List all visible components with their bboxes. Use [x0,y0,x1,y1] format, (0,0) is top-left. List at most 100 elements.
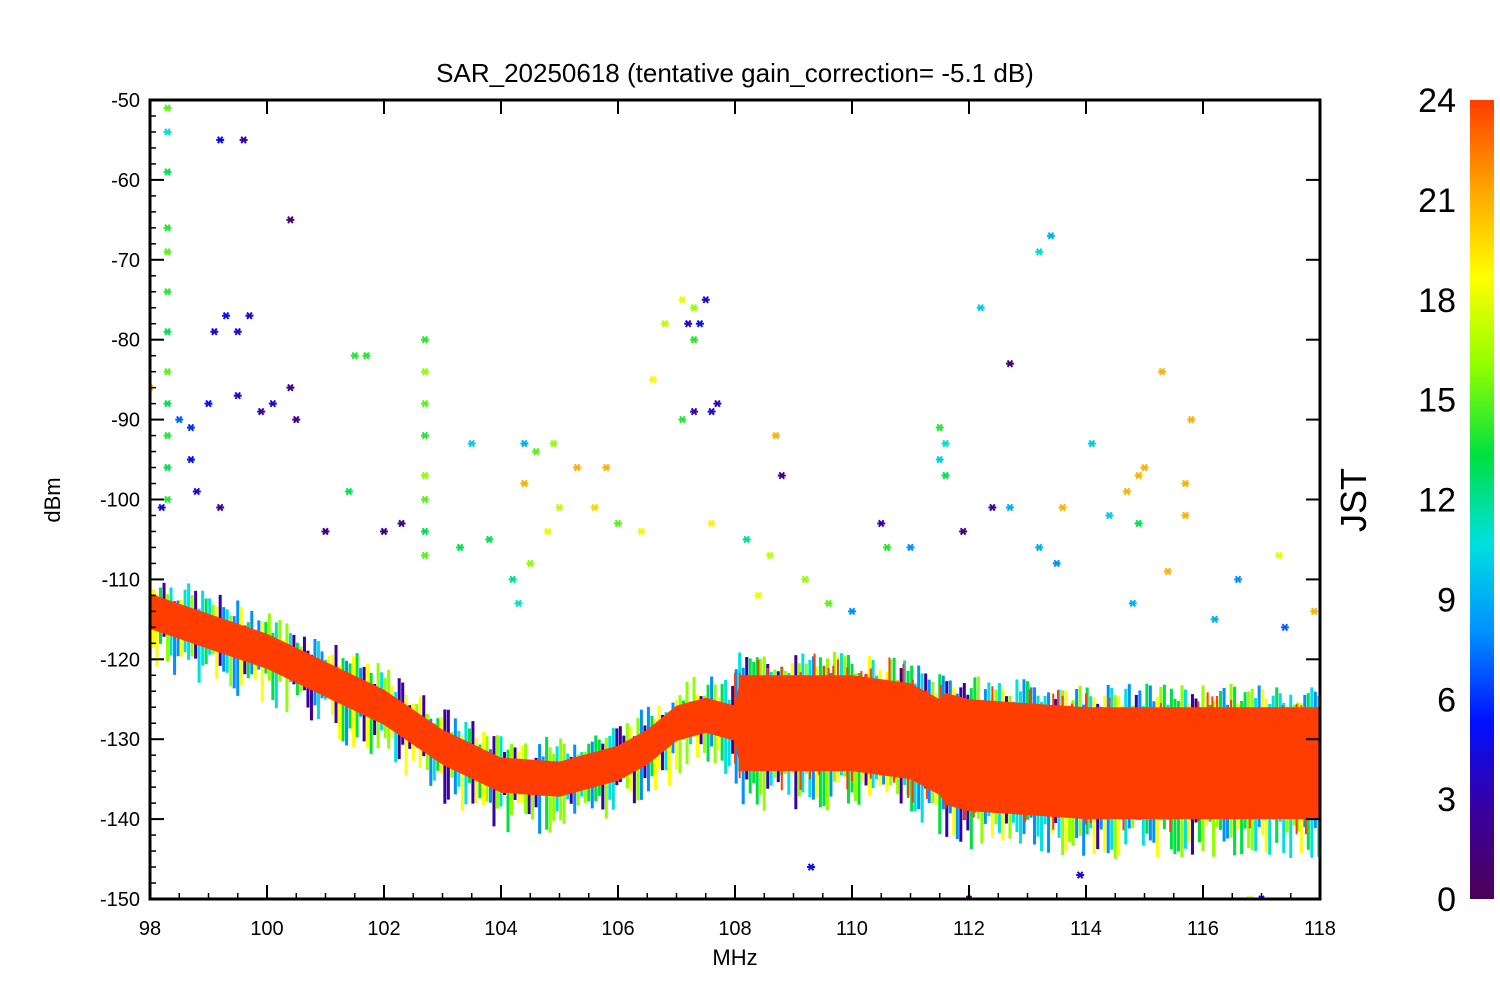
y-axis-label: dBm [40,477,65,522]
scatter-point [210,327,219,336]
scatter-point [163,431,172,440]
y-tick-label: -90 [111,410,140,432]
colorbar-tick-label: 12 [1418,482,1456,520]
colorbar-ticks: 0 3 6 9 12 15 18 21 24 [1418,82,1456,919]
scatter-point [1210,615,1219,624]
x-tick-label: 102 [367,918,400,940]
scatter-point [742,535,751,544]
scatter-point [514,599,523,608]
scatter-point [286,216,295,224]
y-tick-label: -70 [111,250,140,272]
scatter-point [467,439,476,448]
scatter-point [1275,551,1284,560]
scatter-point [1187,415,1196,424]
scatter-point [660,319,669,328]
scatter-point [485,535,494,544]
scatter-point [163,128,172,136]
colorbar-tick-label: 18 [1418,282,1456,320]
scatter-point [573,463,582,472]
scatter-point [1087,439,1096,448]
x-tick-label: 114 [1070,918,1102,940]
scatter-point [1035,248,1044,256]
scatter-point [777,471,786,480]
scatter-point [701,295,710,304]
scatter-point [420,471,429,480]
scatter-point [690,335,699,344]
scatter-point [163,399,172,408]
x-axis: 98 100 102 104 106 108 110 112 114 116 118 [139,100,1336,940]
scatter-point [965,895,973,899]
scatter-point [941,439,950,448]
scatter-point [549,439,558,448]
scatter-point [941,471,950,480]
scatter-point [1280,623,1289,632]
scatter-point [286,383,295,392]
scatter-point [245,311,254,320]
scatter-point [204,399,213,408]
scatter-point [163,224,172,232]
scatter-point [988,503,997,512]
y-tick-label: -150 [100,889,140,911]
scatter-point [420,335,429,344]
scatter-point [824,599,833,608]
scatter-point [508,575,517,584]
colorbar-label: JST [1333,468,1374,532]
scatter-point [602,463,611,472]
scatter-point [1046,232,1055,240]
colorbar-tick-label: 24 [1418,82,1456,120]
scatter-point [976,303,985,312]
scatter-point [456,543,465,552]
scatter-point [935,423,944,432]
scatter-point [186,423,195,432]
scatter-point [877,519,886,528]
y-tick-label: -110 [101,569,140,591]
scatter-point [321,527,330,536]
chart-title: SAR_20250618 (tentative gain_correction=… [436,58,1034,88]
scatter-point [713,399,722,408]
scatter-point [420,551,429,560]
scatter-point [555,503,564,512]
scatter-point [222,311,231,320]
scatter-point [163,463,172,472]
colorbar [1470,100,1494,899]
scatter-point [216,503,225,512]
data-points [150,104,1319,899]
noise-floor-band [150,582,1320,859]
scatter-point [233,327,242,336]
scatter-point [1005,359,1014,368]
scatter-point [883,543,892,552]
scatter-point [532,447,541,456]
scatter-point [257,407,266,416]
scatter-point [848,607,856,616]
scatter-point [350,351,359,360]
y-tick-label: -80 [111,330,140,352]
scatter-point [1122,487,1131,496]
scatter-point [362,351,371,360]
scatter-point [684,319,693,328]
scatter-point [420,431,429,440]
colorbar-tick-label: 21 [1418,182,1456,220]
scatter-point [175,415,184,424]
scatter-point [543,527,552,536]
x-tick-label: 108 [718,918,751,940]
x-tick-label: 110 [836,918,868,940]
scatter-point [959,527,968,536]
colorbar-tick-label: 3 [1437,781,1456,819]
scatter-point [695,319,704,328]
scatter-point [1181,479,1190,488]
scatter-point [1140,463,1149,472]
scatter-point [1245,895,1254,899]
scatter-point [526,559,535,568]
scatter-point [906,543,915,552]
scatter-point [690,303,699,312]
scatter-point [380,527,388,536]
scatter-point [163,367,172,376]
scatter-point [807,863,816,871]
scatter-point [163,248,172,256]
scatter-point [163,327,172,336]
scatter-point [186,455,195,464]
scatter-point [707,519,716,528]
x-tick-label: 104 [484,918,517,940]
x-tick-label: 116 [1187,918,1219,940]
